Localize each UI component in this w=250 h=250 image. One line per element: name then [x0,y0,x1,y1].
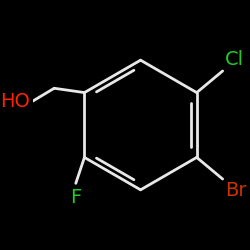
Text: Cl: Cl [225,50,244,69]
Text: Br: Br [225,181,246,200]
Text: HO: HO [0,92,30,111]
Text: F: F [70,188,82,207]
